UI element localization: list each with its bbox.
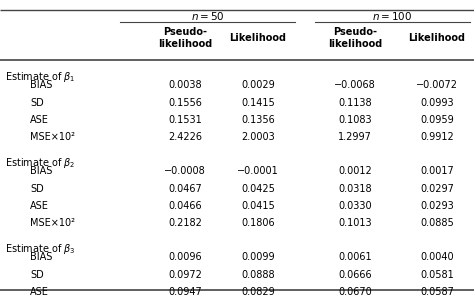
Text: 0.0666: 0.0666 bbox=[338, 269, 372, 280]
Text: 0.0466: 0.0466 bbox=[168, 201, 202, 211]
Text: −0.0072: −0.0072 bbox=[416, 80, 458, 90]
Text: 0.0947: 0.0947 bbox=[168, 287, 202, 297]
Text: 0.0330: 0.0330 bbox=[338, 201, 372, 211]
Text: 0.0425: 0.0425 bbox=[241, 184, 275, 193]
Text: 0.0972: 0.0972 bbox=[168, 269, 202, 280]
Text: ASE: ASE bbox=[30, 287, 49, 297]
Text: −0.0001: −0.0001 bbox=[237, 166, 279, 176]
Text: MSE×10²: MSE×10² bbox=[30, 218, 75, 229]
Text: 0.0993: 0.0993 bbox=[420, 97, 454, 108]
Text: 1.2997: 1.2997 bbox=[338, 133, 372, 142]
Text: SD: SD bbox=[30, 97, 44, 108]
Text: Estimate of $\beta_1$: Estimate of $\beta_1$ bbox=[5, 70, 75, 84]
Text: ASE: ASE bbox=[30, 115, 49, 125]
Text: 0.0297: 0.0297 bbox=[420, 184, 454, 193]
Text: 0.0670: 0.0670 bbox=[338, 287, 372, 297]
Text: 0.0029: 0.0029 bbox=[241, 80, 275, 90]
Text: ASE: ASE bbox=[30, 201, 49, 211]
Text: SD: SD bbox=[30, 184, 44, 193]
Text: 0.0587: 0.0587 bbox=[420, 287, 454, 297]
Text: 0.0099: 0.0099 bbox=[241, 252, 275, 262]
Text: −0.0008: −0.0008 bbox=[164, 166, 206, 176]
Text: Pseudo-
likelihood: Pseudo- likelihood bbox=[328, 27, 382, 49]
Text: 0.0318: 0.0318 bbox=[338, 184, 372, 193]
Text: 0.1531: 0.1531 bbox=[168, 115, 202, 125]
Text: 0.1356: 0.1356 bbox=[241, 115, 275, 125]
Text: Pseudo-
likelihood: Pseudo- likelihood bbox=[158, 27, 212, 49]
Text: Estimate of $\beta_3$: Estimate of $\beta_3$ bbox=[5, 242, 76, 256]
Text: Likelihood: Likelihood bbox=[229, 33, 286, 43]
Text: 0.0581: 0.0581 bbox=[420, 269, 454, 280]
Text: 0.0888: 0.0888 bbox=[241, 269, 275, 280]
Text: 0.0017: 0.0017 bbox=[420, 166, 454, 176]
Text: 0.0096: 0.0096 bbox=[168, 252, 202, 262]
Text: 0.1083: 0.1083 bbox=[338, 115, 372, 125]
Text: 0.1806: 0.1806 bbox=[241, 218, 275, 229]
Text: Likelihood: Likelihood bbox=[409, 33, 465, 43]
Text: Estimate of $\beta_2$: Estimate of $\beta_2$ bbox=[5, 156, 75, 170]
Text: 0.0467: 0.0467 bbox=[168, 184, 202, 193]
Text: 0.0293: 0.0293 bbox=[420, 201, 454, 211]
Text: −0.0068: −0.0068 bbox=[334, 80, 376, 90]
Text: 0.1138: 0.1138 bbox=[338, 97, 372, 108]
Text: $n=50$: $n=50$ bbox=[191, 10, 224, 22]
Text: BIAS: BIAS bbox=[30, 252, 52, 262]
Text: 0.0038: 0.0038 bbox=[168, 80, 202, 90]
Text: 0.0012: 0.0012 bbox=[338, 166, 372, 176]
Text: $n=100$: $n=100$ bbox=[372, 10, 413, 22]
Text: MSE×10²: MSE×10² bbox=[30, 133, 75, 142]
Text: 0.0415: 0.0415 bbox=[241, 201, 275, 211]
Text: 0.0829: 0.0829 bbox=[241, 287, 275, 297]
Text: 2.4226: 2.4226 bbox=[168, 133, 202, 142]
Text: 0.1013: 0.1013 bbox=[338, 218, 372, 229]
Text: 0.2182: 0.2182 bbox=[168, 218, 202, 229]
Text: 0.0061: 0.0061 bbox=[338, 252, 372, 262]
Text: SD: SD bbox=[30, 269, 44, 280]
Text: 0.0959: 0.0959 bbox=[420, 115, 454, 125]
Text: BIAS: BIAS bbox=[30, 80, 52, 90]
Text: 0.1415: 0.1415 bbox=[241, 97, 275, 108]
Text: 0.0040: 0.0040 bbox=[420, 252, 454, 262]
Text: 0.9912: 0.9912 bbox=[420, 133, 454, 142]
Text: 0.1556: 0.1556 bbox=[168, 97, 202, 108]
Text: 2.0003: 2.0003 bbox=[241, 133, 275, 142]
Text: 0.0885: 0.0885 bbox=[420, 218, 454, 229]
Text: BIAS: BIAS bbox=[30, 166, 52, 176]
